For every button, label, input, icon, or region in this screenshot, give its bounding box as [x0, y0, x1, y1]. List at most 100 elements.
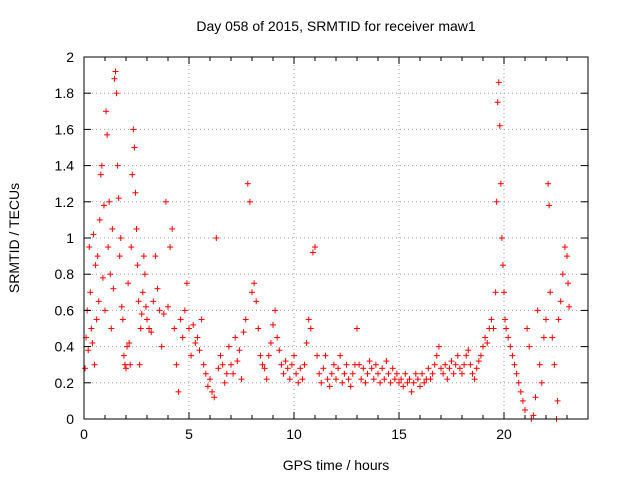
- data-point: [393, 370, 400, 377]
- data-point: [286, 376, 293, 383]
- data-point: [330, 361, 337, 368]
- data-point: [429, 370, 436, 377]
- data-point: [511, 361, 518, 368]
- data-point: [442, 361, 449, 368]
- data-point: [87, 289, 94, 296]
- y-tick-label: 0: [66, 411, 74, 427]
- data-point: [368, 365, 375, 372]
- data-point: [551, 361, 558, 368]
- data-point: [465, 347, 472, 354]
- data-point: [118, 303, 125, 310]
- data-point: [526, 343, 533, 350]
- data-point: [385, 370, 392, 377]
- data-point: [561, 244, 568, 251]
- data-point: [106, 198, 113, 205]
- data-point: [566, 303, 573, 310]
- data-point: [564, 253, 570, 260]
- data-point: [278, 361, 285, 368]
- data-point: [297, 365, 304, 372]
- data-point: [133, 225, 140, 232]
- data-point: [421, 379, 428, 386]
- data-point: [513, 370, 520, 377]
- data-point: [115, 195, 122, 202]
- data-point: [454, 352, 461, 359]
- data-point: [120, 352, 127, 359]
- data-point: [540, 334, 547, 341]
- y-tick-labels: 0 0.2 0.4 0.6 0.8 1 1.2 1.4 1.6 1.8 2: [55, 49, 75, 427]
- data-point: [135, 298, 142, 305]
- data-point: [92, 262, 99, 269]
- data-point: [381, 376, 388, 383]
- data-point: [246, 198, 253, 205]
- data-point: [272, 307, 279, 314]
- data-point: [507, 343, 514, 350]
- y-tick-label: 0.6: [55, 302, 75, 318]
- data-point: [110, 285, 117, 292]
- data-point: [444, 376, 451, 383]
- data-point: [536, 361, 543, 368]
- data-point: [154, 285, 161, 292]
- data-point: [116, 253, 123, 260]
- data-point: [257, 352, 264, 359]
- data-point: [345, 376, 352, 383]
- data-point: [490, 325, 497, 332]
- data-point: [448, 358, 455, 365]
- y-tick-label: 0.2: [55, 375, 75, 391]
- data-point: [251, 280, 258, 287]
- data-point: [387, 379, 394, 386]
- data-point: [217, 352, 224, 359]
- data-point: [530, 412, 537, 419]
- data-point: [366, 358, 373, 365]
- data-point: [93, 316, 100, 323]
- data-point: [99, 274, 106, 281]
- data-point: [96, 216, 103, 223]
- y-tick-label: 0.4: [55, 339, 75, 355]
- data-point: [469, 370, 476, 377]
- data-point: [86, 244, 93, 251]
- data-point: [95, 298, 102, 305]
- data-point: [128, 244, 135, 251]
- data-point: [175, 388, 182, 395]
- data-point: [171, 325, 178, 332]
- data-point: [228, 361, 234, 368]
- data-point: [505, 334, 512, 341]
- data-point: [221, 379, 228, 386]
- data-point: [234, 358, 241, 365]
- data-point: [318, 379, 325, 386]
- data-point: [131, 144, 138, 151]
- data-point: [188, 352, 195, 359]
- data-point: [211, 394, 218, 401]
- data-point: [255, 325, 262, 332]
- data-point: [515, 379, 522, 386]
- data-point: [412, 370, 419, 377]
- data-point: [146, 325, 153, 332]
- data-point: [259, 361, 266, 368]
- data-point: [165, 303, 171, 310]
- data-point: [104, 131, 111, 138]
- data-point: [501, 289, 507, 296]
- data-point: [140, 253, 147, 260]
- data-point: [198, 316, 205, 323]
- data-point: [236, 347, 243, 354]
- data-point: [484, 339, 491, 346]
- data-point: [160, 311, 167, 318]
- data-point: [282, 358, 289, 365]
- data-point: [148, 329, 155, 336]
- data-point: [362, 379, 369, 386]
- y-axis-label: SRMTID / TECUs: [6, 183, 22, 293]
- data-point: [112, 68, 119, 75]
- data-point: [121, 361, 128, 368]
- y-tick-label: 0.8: [55, 266, 75, 282]
- data-point: [232, 334, 239, 341]
- data-point: [94, 253, 101, 260]
- data-point: [496, 122, 503, 129]
- data-point: [358, 376, 365, 383]
- data-point: [307, 325, 314, 332]
- data-point: [408, 388, 415, 395]
- data-point: [435, 343, 442, 350]
- data-point: [209, 388, 216, 395]
- data-point: [305, 316, 312, 323]
- data-point: [173, 361, 180, 368]
